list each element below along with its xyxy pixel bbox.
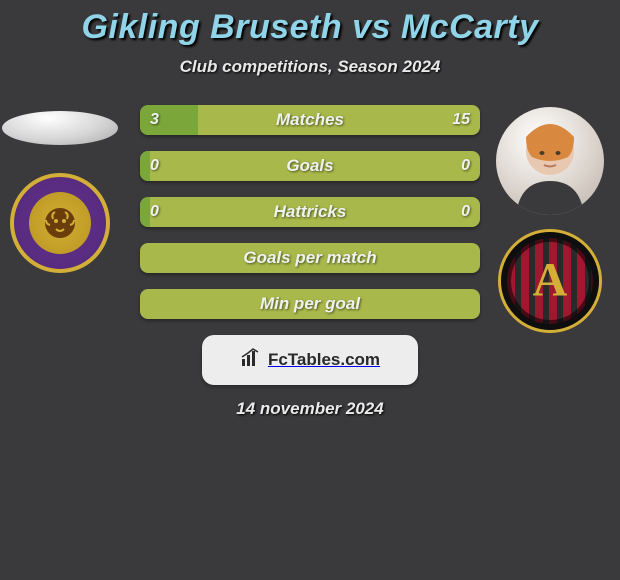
compare-area: A 3 Matches 15 0 Goals 0 0 Hattricks 0	[0, 105, 620, 319]
stat-right-value: 15	[426, 105, 470, 135]
brand-link[interactable]: FcTables.com	[202, 335, 418, 385]
club-logo-left	[10, 173, 110, 273]
stat-row: 0 Hattricks 0	[140, 197, 480, 227]
date-text: 14 november 2024	[0, 399, 620, 419]
stat-right-value: 0	[426, 151, 470, 181]
brand-text: FcTables.com	[268, 350, 380, 370]
player-photo-left	[2, 111, 118, 145]
page-title: Gikling Bruseth vs McCarty	[0, 8, 620, 47]
stat-bars: 3 Matches 15 0 Goals 0 0 Hattricks 0 Goa…	[140, 105, 480, 319]
stat-right-value	[426, 243, 470, 273]
stat-row: 3 Matches 15	[140, 105, 480, 135]
player-photo-right	[496, 107, 604, 215]
stat-row: Min per goal	[140, 289, 480, 319]
club-logo-right: A	[498, 229, 602, 333]
right-column: A	[490, 107, 610, 333]
left-column	[0, 107, 120, 273]
comparison-widget: Gikling Bruseth vs McCarty Club competit…	[0, 0, 620, 419]
subtitle: Club competitions, Season 2024	[0, 57, 620, 77]
stat-right-value: 0	[426, 197, 470, 227]
stat-row: 0 Goals 0	[140, 151, 480, 181]
stat-row: Goals per match	[140, 243, 480, 273]
chart-icon	[240, 347, 262, 374]
letter-a-icon: A	[533, 252, 568, 307]
stat-right-value	[426, 289, 470, 319]
lion-icon	[29, 192, 91, 254]
